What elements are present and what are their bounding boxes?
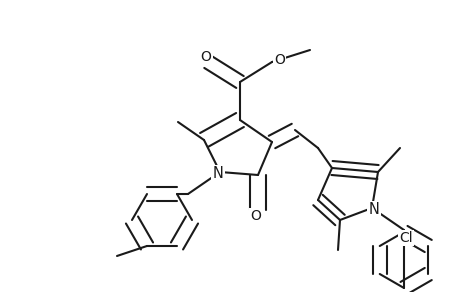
- Text: Cl: Cl: [399, 231, 413, 245]
- Text: O: O: [201, 50, 212, 64]
- Text: O: O: [274, 53, 285, 67]
- Text: O: O: [251, 209, 262, 223]
- Text: N: N: [212, 166, 223, 182]
- Text: N: N: [369, 202, 380, 218]
